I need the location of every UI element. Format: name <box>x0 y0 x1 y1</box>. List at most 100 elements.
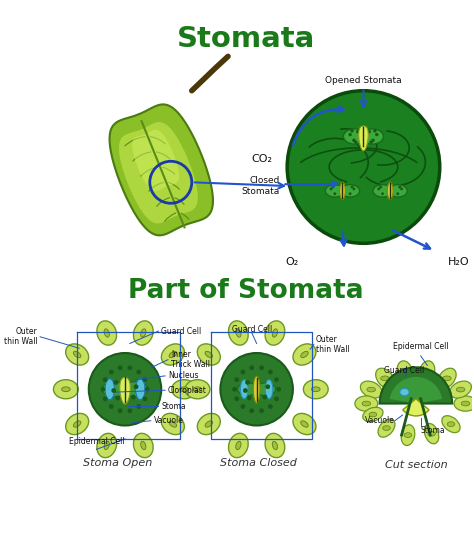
Polygon shape <box>359 126 368 151</box>
Text: Epidermal Cell: Epidermal Cell <box>69 437 124 446</box>
Ellipse shape <box>255 383 276 395</box>
Ellipse shape <box>301 351 308 358</box>
Ellipse shape <box>62 387 70 392</box>
Ellipse shape <box>73 421 81 427</box>
Ellipse shape <box>136 379 145 400</box>
Circle shape <box>240 370 245 374</box>
Ellipse shape <box>340 184 360 197</box>
Circle shape <box>396 192 399 195</box>
Circle shape <box>234 377 239 382</box>
Circle shape <box>351 186 354 188</box>
Ellipse shape <box>197 344 220 365</box>
Circle shape <box>118 365 122 370</box>
Circle shape <box>274 377 279 382</box>
Circle shape <box>128 408 132 413</box>
Ellipse shape <box>400 388 409 396</box>
Ellipse shape <box>404 433 412 438</box>
Circle shape <box>349 192 352 195</box>
Circle shape <box>220 353 293 425</box>
Text: O₂: O₂ <box>285 256 299 267</box>
Ellipse shape <box>376 368 394 388</box>
Ellipse shape <box>97 321 117 345</box>
Circle shape <box>276 387 281 392</box>
Text: Opened Stomata: Opened Stomata <box>325 76 402 85</box>
Ellipse shape <box>205 421 212 427</box>
Circle shape <box>234 397 239 401</box>
Ellipse shape <box>228 433 248 458</box>
Circle shape <box>375 133 379 136</box>
Circle shape <box>398 186 401 188</box>
Circle shape <box>143 397 147 401</box>
Ellipse shape <box>102 381 127 397</box>
Ellipse shape <box>355 396 378 411</box>
Circle shape <box>377 188 380 190</box>
Ellipse shape <box>141 441 146 450</box>
Circle shape <box>247 395 252 400</box>
Circle shape <box>259 365 264 370</box>
Ellipse shape <box>73 351 81 358</box>
Circle shape <box>352 138 356 142</box>
Circle shape <box>371 138 375 142</box>
Circle shape <box>118 408 122 413</box>
Polygon shape <box>132 130 179 191</box>
Ellipse shape <box>419 361 435 384</box>
Ellipse shape <box>361 129 383 144</box>
Circle shape <box>103 397 108 401</box>
Text: Outer
thin Wall: Outer thin Wall <box>316 335 349 354</box>
Circle shape <box>268 370 273 374</box>
Ellipse shape <box>456 387 465 392</box>
Ellipse shape <box>381 376 389 381</box>
Ellipse shape <box>161 344 184 365</box>
Ellipse shape <box>447 422 455 426</box>
Circle shape <box>329 188 332 190</box>
Ellipse shape <box>360 381 382 398</box>
Ellipse shape <box>428 431 436 436</box>
Ellipse shape <box>185 380 210 399</box>
Ellipse shape <box>383 426 390 431</box>
Circle shape <box>115 395 120 400</box>
Ellipse shape <box>423 370 431 374</box>
Wedge shape <box>403 399 429 416</box>
Ellipse shape <box>193 387 202 392</box>
Ellipse shape <box>443 376 451 381</box>
Polygon shape <box>119 122 198 223</box>
Circle shape <box>367 130 371 134</box>
Circle shape <box>333 192 336 195</box>
Ellipse shape <box>344 129 366 144</box>
Ellipse shape <box>301 421 308 427</box>
Text: Vacuole: Vacuole <box>154 416 183 425</box>
Text: Stomata: Stomata <box>177 25 315 53</box>
Text: Stoma Open: Stoma Open <box>83 458 152 467</box>
Circle shape <box>111 388 116 393</box>
Ellipse shape <box>373 184 392 197</box>
Ellipse shape <box>97 433 117 458</box>
Ellipse shape <box>424 424 439 444</box>
Circle shape <box>381 192 384 195</box>
Circle shape <box>265 384 270 389</box>
Circle shape <box>114 380 118 385</box>
Ellipse shape <box>265 433 285 458</box>
Circle shape <box>353 188 356 190</box>
Text: Guard Cell: Guard Cell <box>384 366 425 375</box>
Circle shape <box>287 91 440 243</box>
Circle shape <box>109 370 114 374</box>
Polygon shape <box>120 377 130 404</box>
Ellipse shape <box>272 441 278 450</box>
Ellipse shape <box>105 379 115 400</box>
Ellipse shape <box>265 380 273 399</box>
Ellipse shape <box>388 184 407 197</box>
Ellipse shape <box>450 381 472 398</box>
Circle shape <box>350 129 354 133</box>
Wedge shape <box>380 367 452 404</box>
Circle shape <box>379 186 382 188</box>
Circle shape <box>249 365 254 370</box>
Text: Inner
Thick Wall: Inner Thick Wall <box>171 350 210 370</box>
Ellipse shape <box>401 370 409 374</box>
Text: Cloroplast: Cloroplast <box>168 386 207 395</box>
Circle shape <box>134 384 138 389</box>
Ellipse shape <box>311 387 320 392</box>
Circle shape <box>356 130 359 134</box>
Wedge shape <box>390 377 442 404</box>
Ellipse shape <box>197 413 220 434</box>
Ellipse shape <box>293 413 316 434</box>
